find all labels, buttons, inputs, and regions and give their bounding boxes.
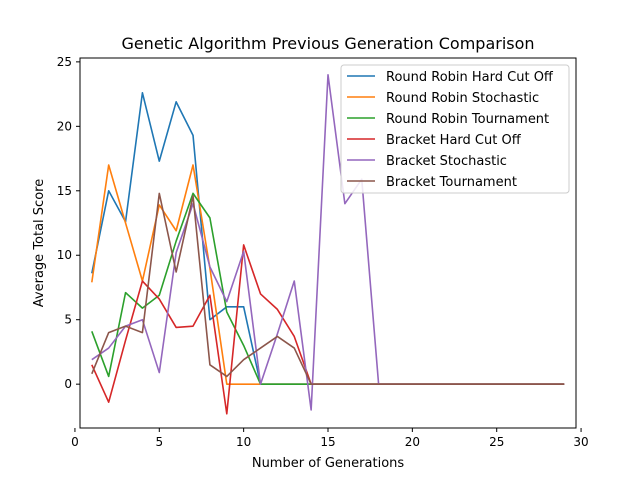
x-tick-label: 10	[236, 435, 251, 449]
x-axis-label: Number of Generations	[252, 456, 405, 471]
y-tick-label: 15	[57, 184, 72, 198]
series-line-5	[91, 192, 565, 385]
y-tick-label: 25	[57, 55, 72, 69]
legend-label-0: Round Robin Hard Cut Off	[386, 70, 554, 85]
x-axis: 0 5 10 15 20 25 30	[71, 428, 589, 449]
y-tick-label: 10	[57, 248, 72, 262]
x-tick-label: 30	[573, 435, 588, 449]
legend-label-2: Round Robin Tournament	[386, 112, 549, 127]
legend-label-5: Bracket Tournament	[386, 175, 517, 190]
legend-label-1: Round Robin Stochastic	[386, 91, 539, 106]
y-axis-label: Average Total Score	[32, 179, 47, 307]
x-tick-label: 20	[405, 435, 420, 449]
legend-box	[340, 64, 570, 194]
y-tick-label: 5	[64, 313, 72, 327]
y-tick-label: 0	[64, 377, 72, 391]
y-tick-label: 20	[57, 119, 72, 133]
x-tick-label: 0	[71, 435, 79, 449]
legend-label-4: Bracket Stochastic	[386, 154, 507, 169]
x-tick-label: 25	[489, 435, 504, 449]
chart-title: Genetic Algorithm Previous Generation Co…	[121, 34, 534, 53]
y-axis: 0 5 10 15 20 25	[57, 55, 80, 391]
legend: Round Robin Hard Cut Off Round Robin Stoc…	[340, 64, 570, 194]
x-tick-label: 5	[155, 435, 163, 449]
x-tick-label: 15	[320, 435, 335, 449]
series-lines	[91, 73, 565, 415]
legend-label-3: Bracket Hard Cut Off	[386, 133, 522, 148]
